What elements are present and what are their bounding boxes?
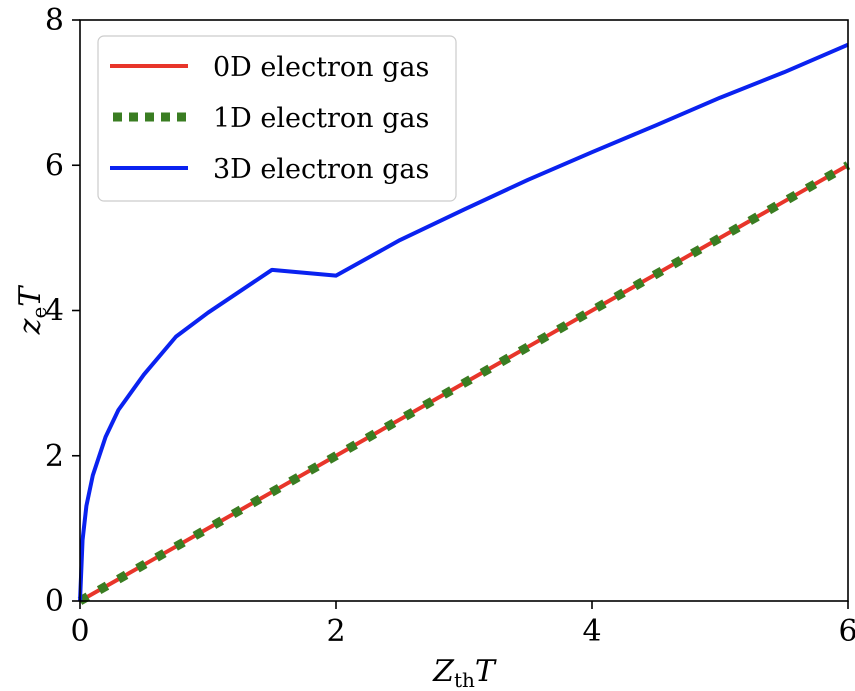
x-axis-label-main: Z [432,654,455,689]
y-tick-label-0: 0 [45,584,64,619]
y-tick-label-2: 2 [45,439,64,474]
y-axis-label-subscript: e [27,307,51,319]
legend: 0D electron gas 1D electron gas 3D elect… [97,35,457,202]
y-tick-label-4: 4 [45,294,64,329]
series-line-1 [77,161,851,605]
x-tick-label-0: 0 [70,614,89,649]
x-axis-label: ZthT [432,654,497,691]
x-tick-label-4: 4 [582,614,601,649]
x-axis-label-suffix: T [475,654,497,689]
ticks-group: 0 2 4 6 0 2 4 6 8 [45,3,855,649]
legend-label-0d: 0D electron gas [213,52,429,83]
legend-box [97,35,457,202]
x-axis-label-subscript: th [454,668,475,691]
series-group [77,42,851,605]
y-tick-label-8: 8 [45,3,64,38]
y-axis-label: zeT [13,285,51,336]
legend-label-3d: 3D electron gas [213,154,429,185]
y-tick-label-6: 6 [45,148,64,183]
series-line-2 [78,42,849,602]
y-axis-label-main: z [13,318,48,335]
legend-label-1d: 1D electron gas [213,103,429,134]
x-tick-label-2: 2 [326,614,345,649]
x-tick-label-6: 6 [838,614,855,649]
y-axis-label-suffix: T [13,285,48,307]
